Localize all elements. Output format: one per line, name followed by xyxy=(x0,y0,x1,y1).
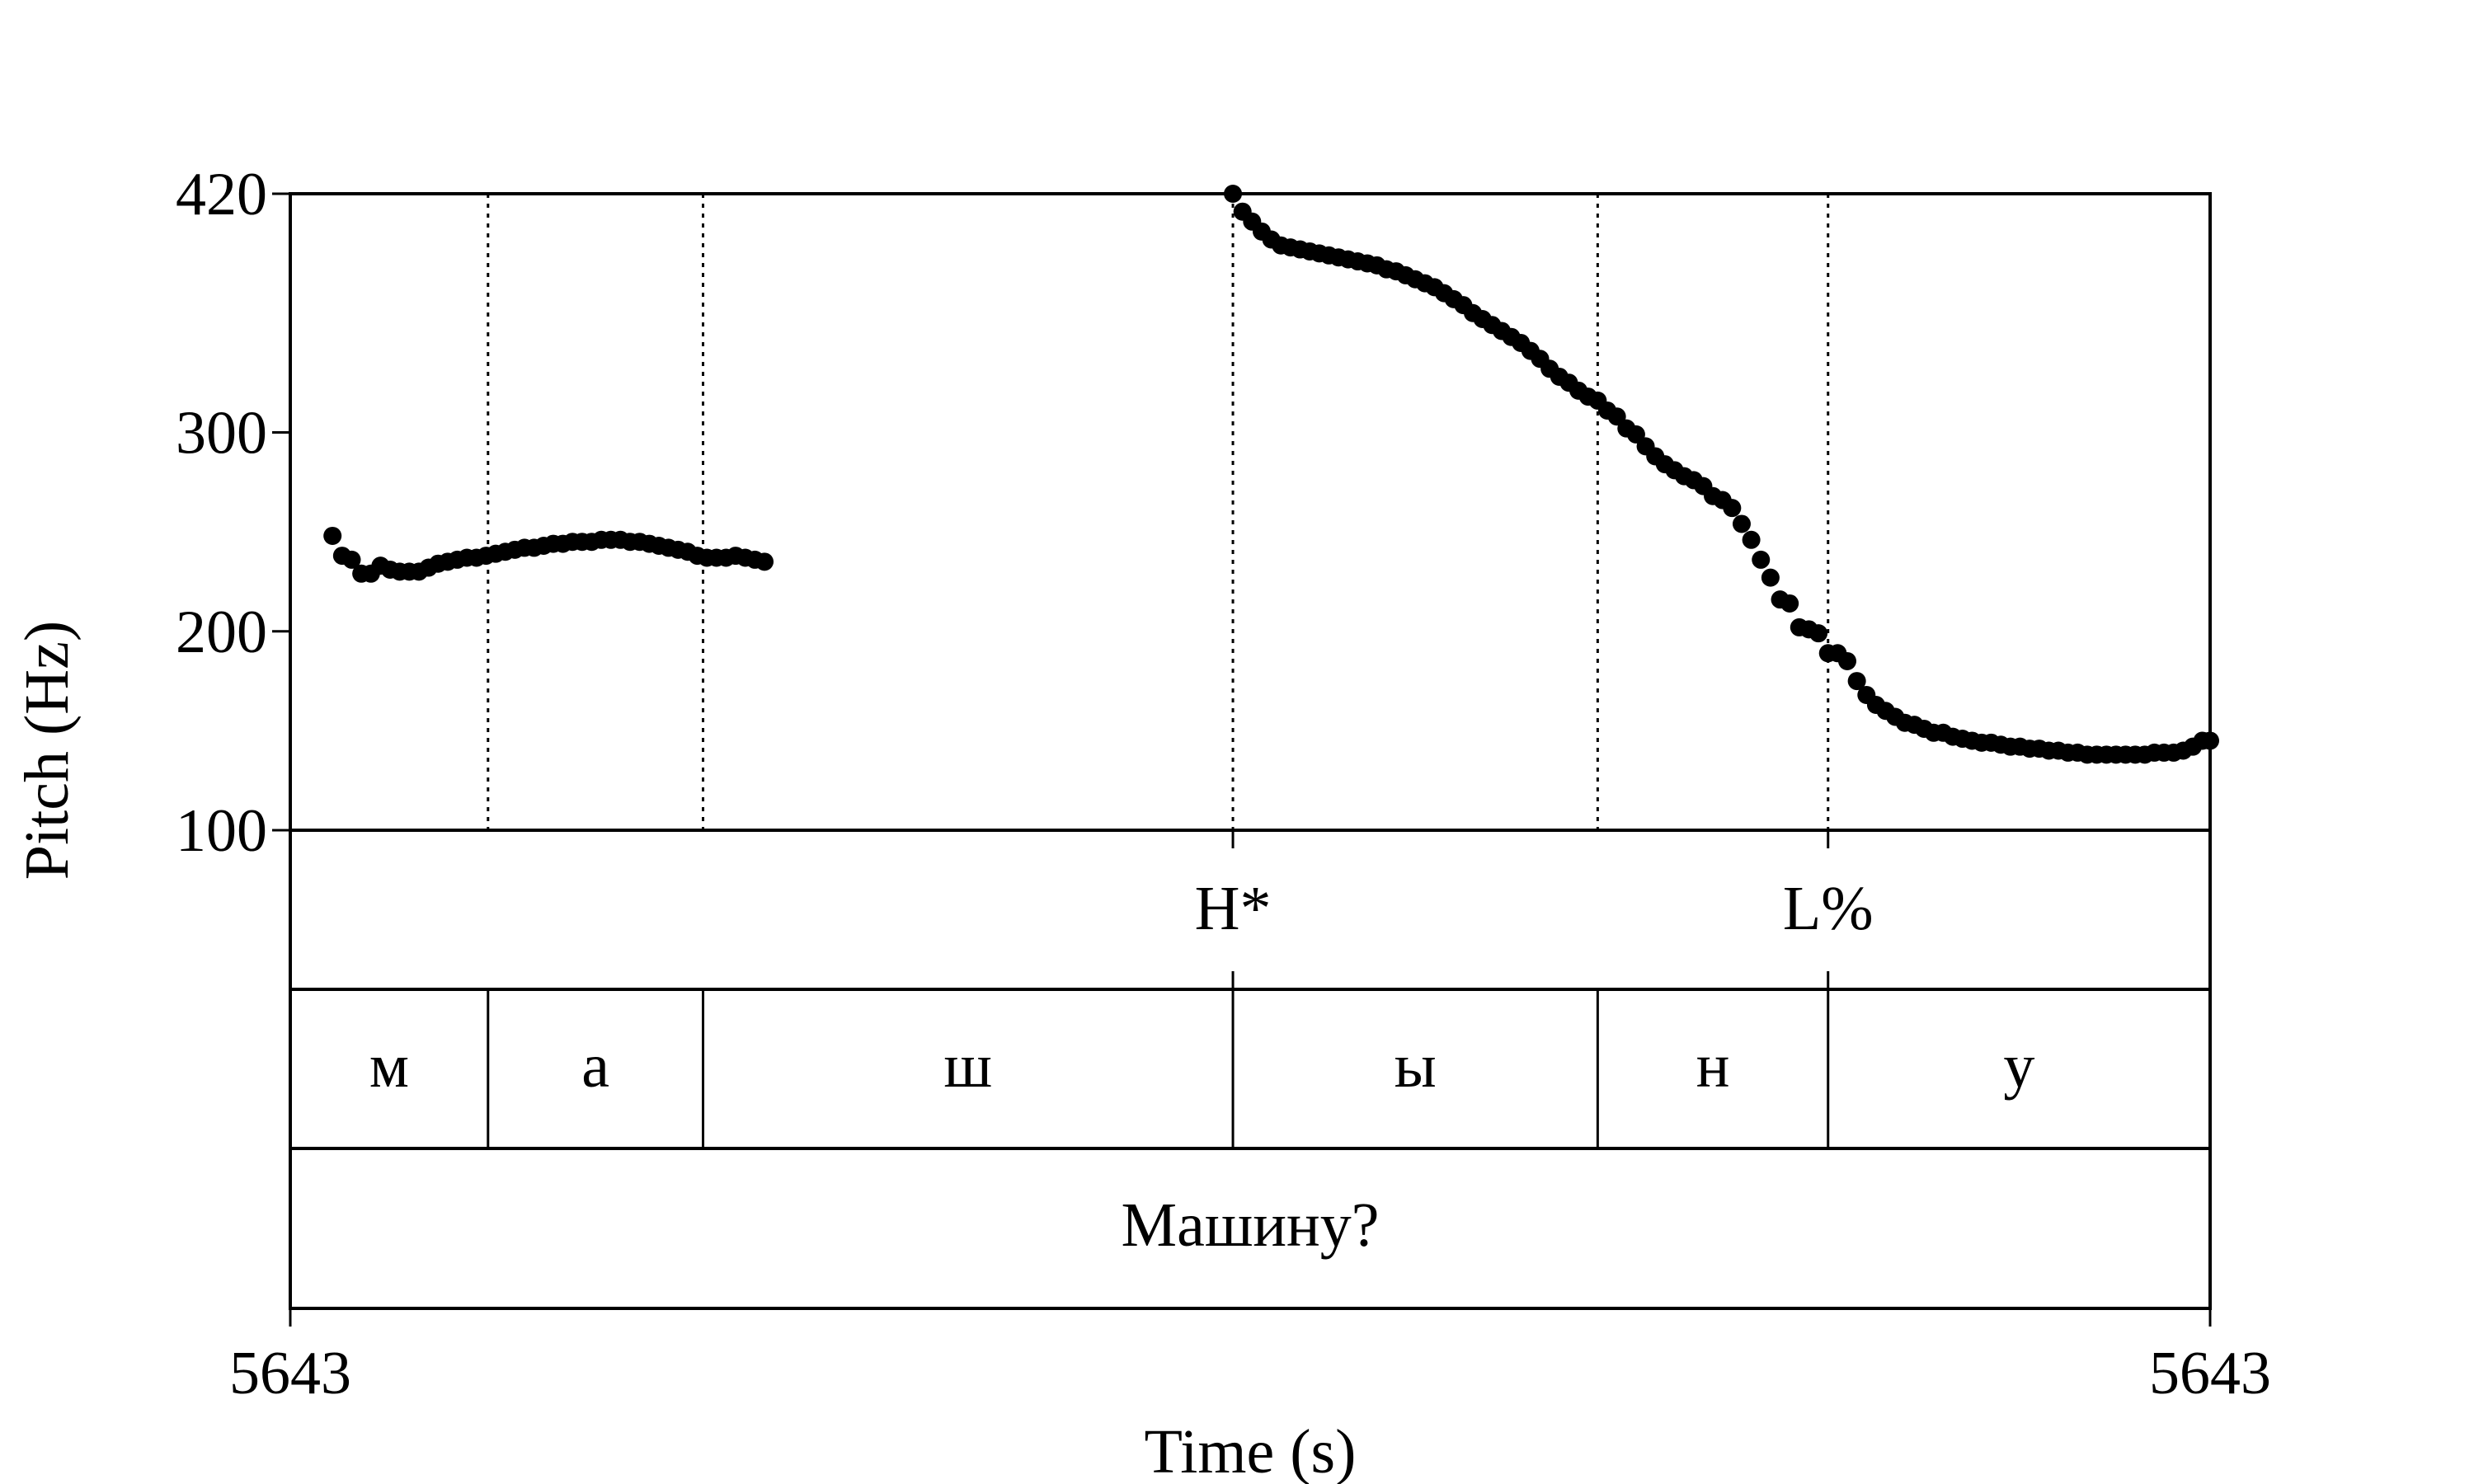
pitch-point xyxy=(1742,530,1761,549)
x-tick-label: 5643 xyxy=(2149,1340,2271,1407)
pitch-point xyxy=(323,526,342,545)
y-tick-label: 300 xyxy=(176,400,267,467)
y-axis-title: Pitch (Hz) xyxy=(12,621,82,880)
pitch-point xyxy=(1809,624,1828,643)
word-tier-frame xyxy=(289,1147,2212,1310)
pitch-point xyxy=(1723,499,1742,518)
segment-label: м xyxy=(369,1031,409,1101)
x-axis-title: Time (s) xyxy=(1145,1417,1357,1484)
segment-tier-frame xyxy=(289,988,2212,1150)
pitch-points xyxy=(323,185,2219,764)
word-tier: Машину? xyxy=(1122,1190,1380,1260)
y-axis: 100 200 300 420 xyxy=(176,161,290,865)
segment-label: а xyxy=(581,1031,609,1101)
segment-label: у xyxy=(2003,1031,2034,1101)
pitch-point xyxy=(1224,185,1243,203)
pitch-point xyxy=(342,550,361,569)
x-tick-label: 5643 xyxy=(229,1340,351,1407)
tone-label: L% xyxy=(1783,874,1874,943)
tone-tier: H* L% xyxy=(1195,830,1874,989)
y-tick-label: 100 xyxy=(176,797,267,865)
x-axis: 5643 5643 xyxy=(229,1308,2271,1407)
pitch-point xyxy=(1752,550,1771,569)
pitch-point xyxy=(1847,672,1866,691)
segment-label: ы xyxy=(1395,1031,1437,1101)
segment-label: н xyxy=(1696,1031,1730,1101)
tone-label: H* xyxy=(1195,874,1272,943)
word-label: Машину? xyxy=(1122,1190,1380,1260)
pitch-point xyxy=(1780,594,1799,613)
y-tick-label: 200 xyxy=(176,599,267,666)
boundary-lines xyxy=(487,194,1830,1148)
pitch-point xyxy=(1732,514,1751,533)
pitch-point xyxy=(1838,651,1857,670)
pitch-point xyxy=(1761,568,1780,587)
pitch-point xyxy=(755,552,774,571)
pitch-point xyxy=(2201,731,2219,750)
y-tick-label: 420 xyxy=(176,161,267,228)
segment-label: ш xyxy=(944,1031,993,1101)
